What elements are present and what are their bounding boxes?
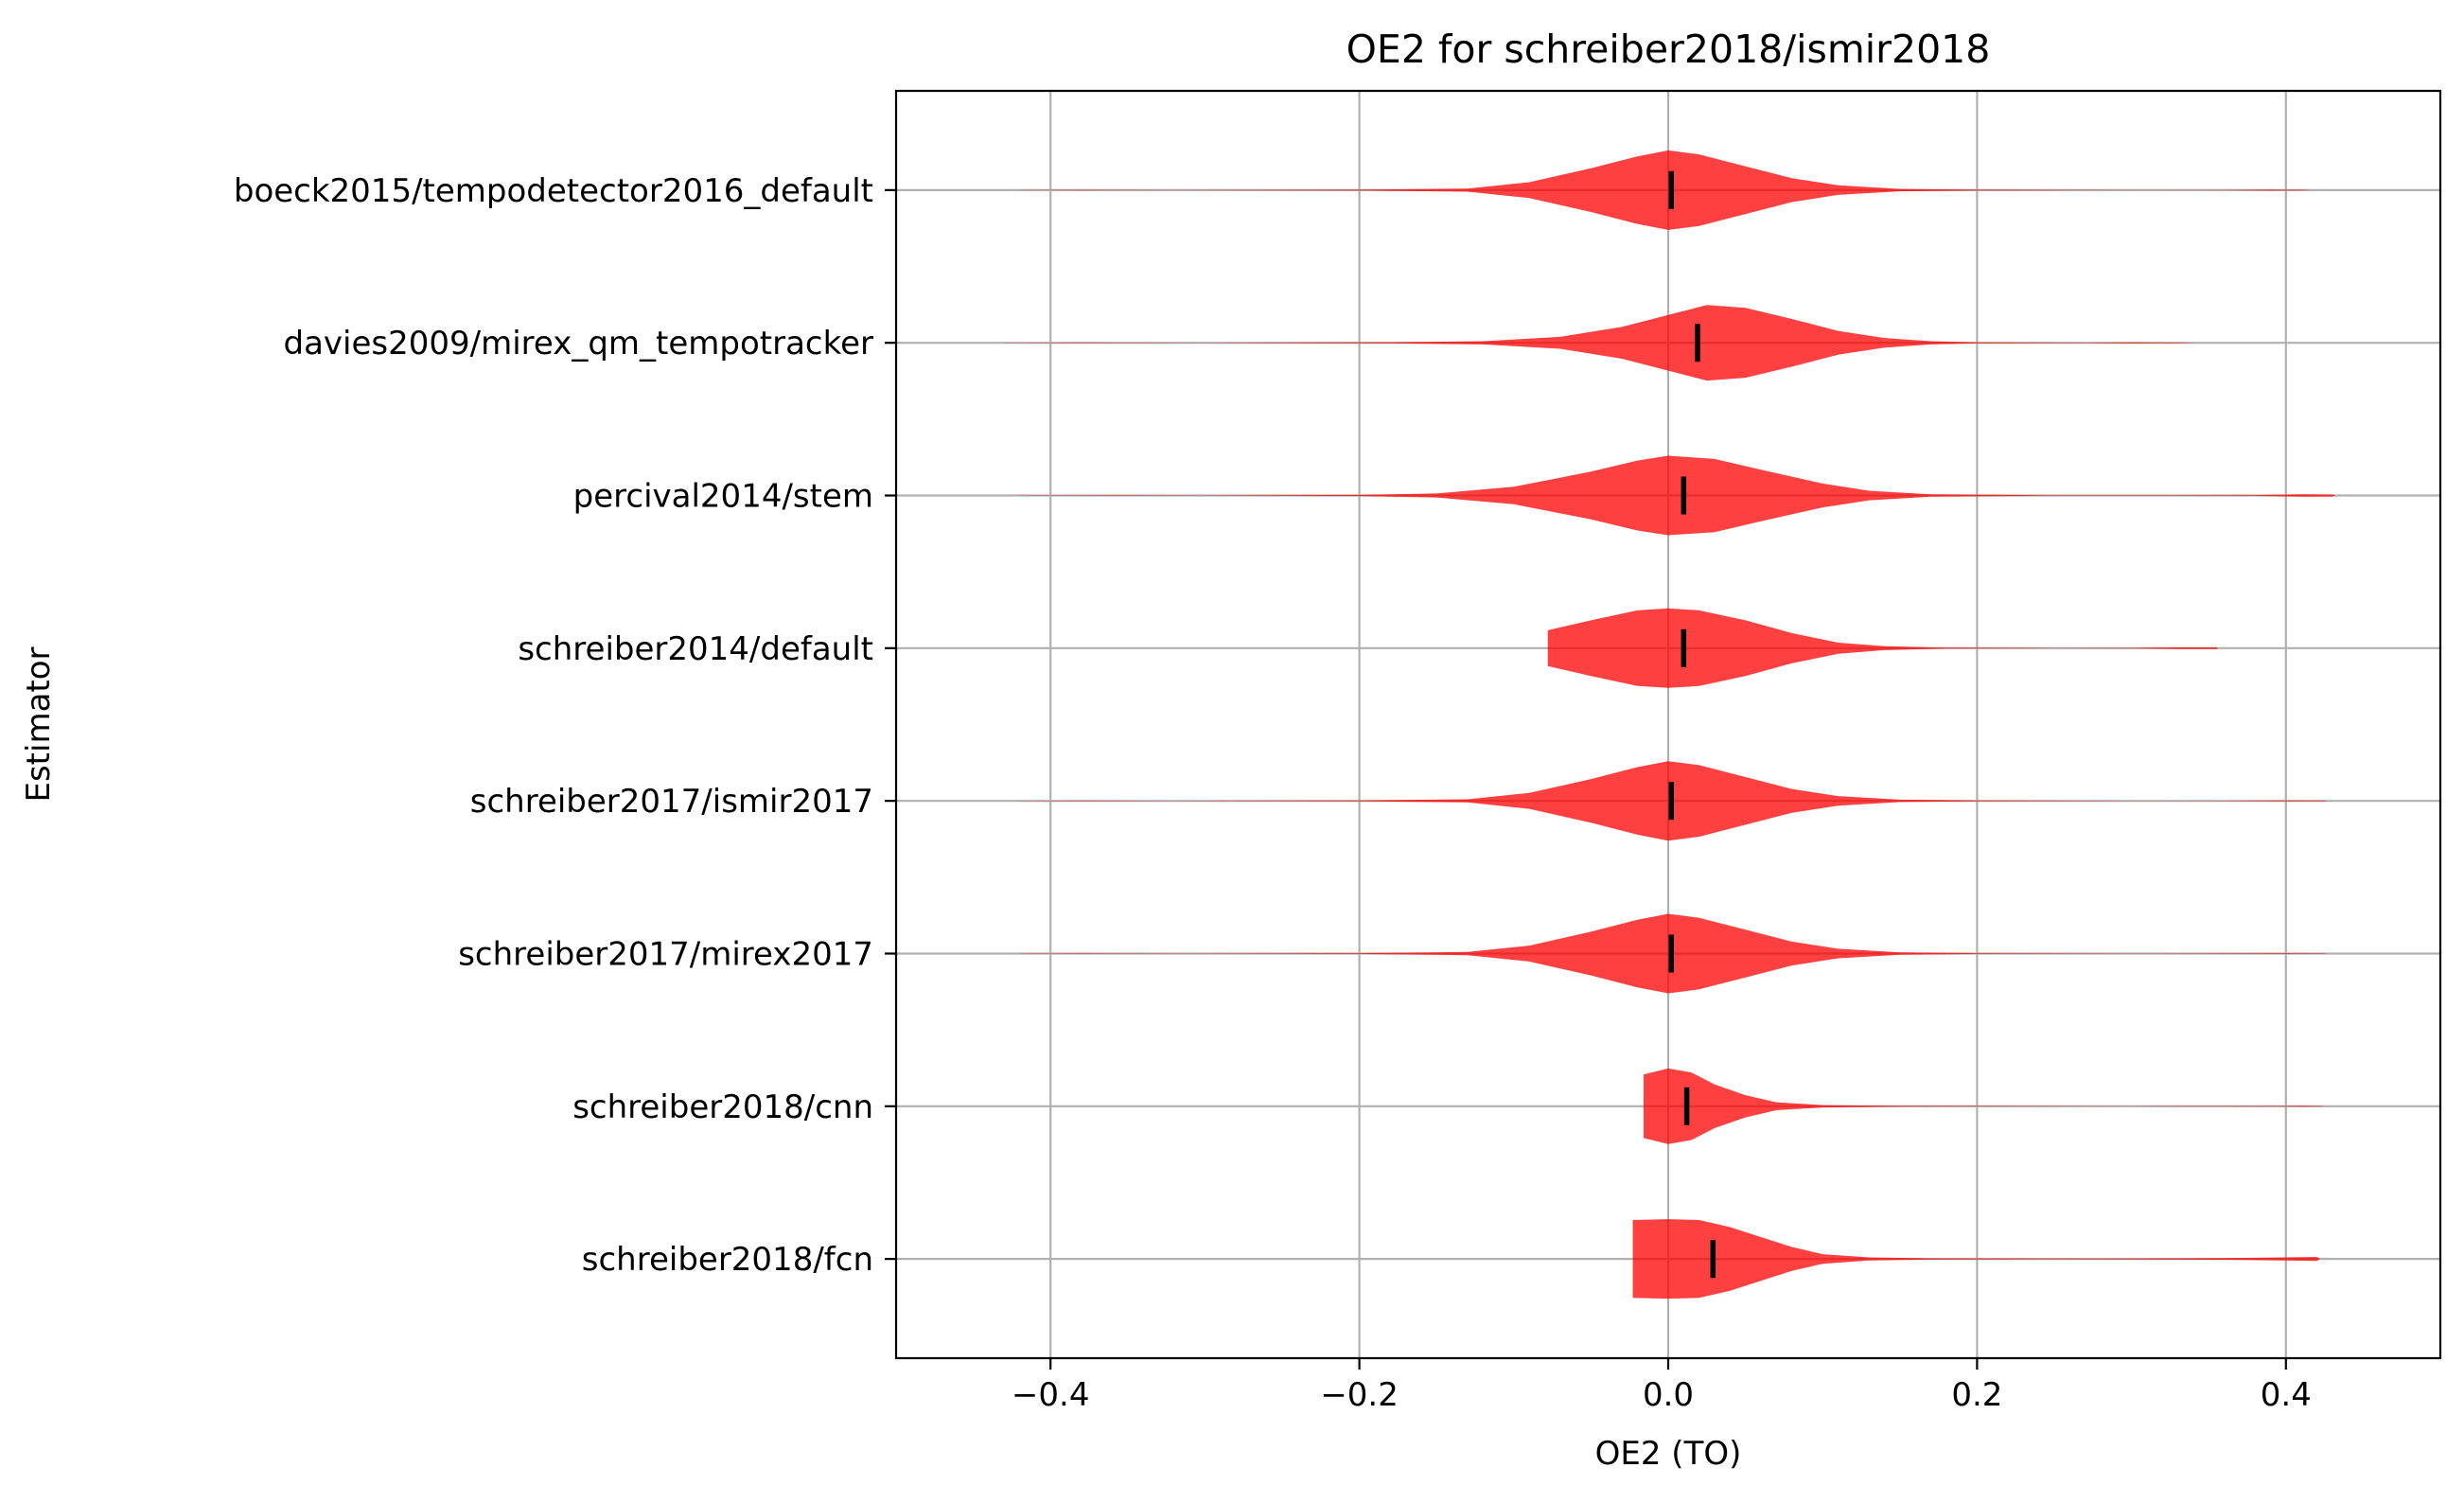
chart-title: OE2 for schreiber2018/ismir2018 bbox=[1346, 27, 1991, 72]
violin-body bbox=[1547, 608, 2218, 688]
y-axis-ticks: boeck2015/tempodetector2016_defaultdavie… bbox=[234, 172, 896, 1279]
violin-body bbox=[1643, 1068, 2323, 1144]
y-axis-title: Estimator bbox=[20, 646, 58, 802]
x-tick-label: 0.0 bbox=[1643, 1376, 1694, 1414]
y-tick-label: schreiber2014/default bbox=[518, 630, 873, 668]
violin-body bbox=[1019, 455, 2335, 536]
violin-body bbox=[1019, 150, 2310, 230]
medians bbox=[1668, 170, 1716, 1279]
y-tick-label: boeck2015/tempodetector2016_default bbox=[234, 172, 873, 210]
y-tick-label: davies2009/mirex_qm_tempotracker bbox=[283, 325, 873, 362]
y-tick-label: schreiber2017/mirex2017 bbox=[458, 935, 873, 973]
plot-frame bbox=[894, 89, 2442, 1360]
x-tick-label: 0.2 bbox=[1951, 1376, 2002, 1414]
y-tick-label: schreiber2018/cnn bbox=[572, 1088, 873, 1126]
x-axis-ticks: −0.4 −0.2 0.0 0.2 0.4 bbox=[1012, 1358, 2312, 1414]
x-tick-label: −0.2 bbox=[1320, 1376, 1399, 1414]
violin-body bbox=[1004, 305, 2193, 381]
violin-body bbox=[1632, 1219, 2320, 1300]
y-tick-label: percival2014/stem bbox=[573, 478, 873, 516]
x-axis-title: OE2 (TO) bbox=[1595, 1435, 1742, 1473]
x-tick-label: 0.4 bbox=[2261, 1376, 2312, 1414]
y-tick-label: schreiber2018/fcn bbox=[582, 1241, 873, 1279]
x-tick-label: −0.4 bbox=[1012, 1376, 1090, 1414]
y-tick-label: schreiber2017/ismir2017 bbox=[470, 783, 873, 821]
